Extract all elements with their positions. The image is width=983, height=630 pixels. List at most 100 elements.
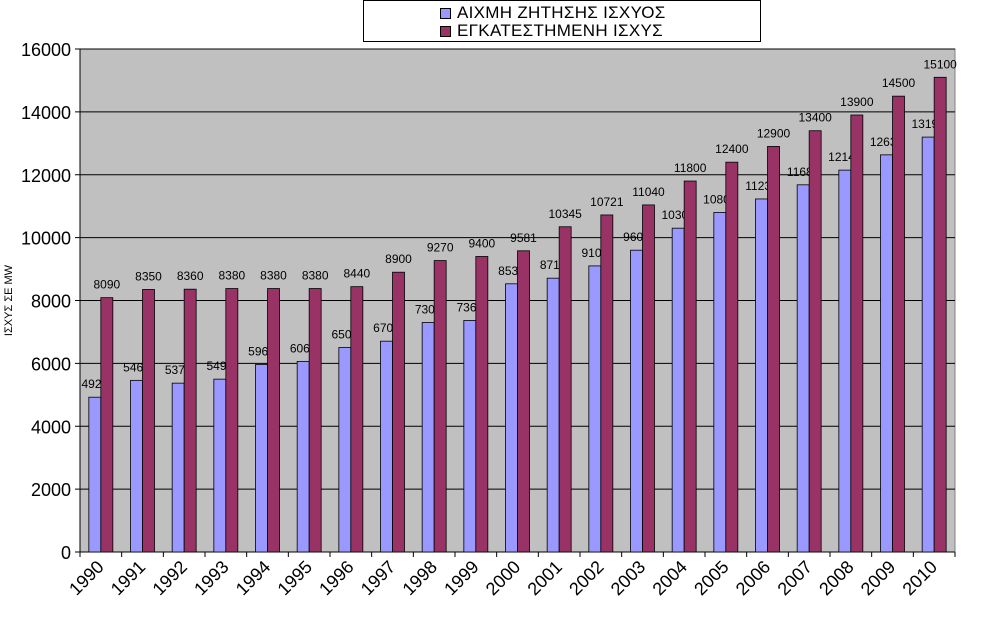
data-label-installed-capacity: 8900: [385, 252, 412, 266]
data-label-installed-capacity: 13900: [840, 95, 874, 109]
y-tick-label: 8000: [31, 292, 71, 312]
data-label-installed-capacity: 8360: [177, 269, 204, 283]
bar-installed-capacity: [142, 289, 155, 553]
x-tick-label: 1992: [149, 557, 191, 599]
bar-installed-capacity: [850, 114, 864, 553]
bar-installed-capacity: [558, 226, 572, 553]
x-tick-label: 2009: [857, 557, 899, 599]
y-tick-label: 4000: [31, 417, 71, 437]
data-label-installed-capacity: 8350: [135, 269, 162, 283]
bar-installed-capacity: [683, 180, 697, 553]
bar-installed-capacity: [100, 297, 114, 553]
bar-peak-demand: [296, 360, 310, 553]
bar-peak-demand: [463, 320, 477, 553]
bar-installed-capacity: [600, 214, 614, 553]
data-label-installed-capacity: 14500: [882, 76, 916, 90]
bar-installed-capacity: [433, 260, 447, 553]
bar-peak-demand: [380, 340, 393, 553]
bar-installed-capacity: [350, 286, 364, 553]
x-tick-label: 1994: [232, 557, 274, 599]
bar-peak-demand: [588, 265, 602, 553]
y-tick-label: 0: [61, 543, 71, 563]
bar-peak-demand: [421, 322, 435, 553]
data-label-installed-capacity: 10345: [548, 207, 582, 221]
legend-item-installed-capacity: ΕΓΚΑΤΕΣΤΗΜΕΝΗ ΙΣΧΥΣ: [440, 21, 663, 40]
bar-installed-capacity: [642, 204, 655, 553]
x-tick-label: 1998: [399, 557, 441, 599]
x-tick-label: 1997: [357, 557, 399, 599]
legend-swatch-installed-capacity: [440, 25, 451, 37]
data-label-installed-capacity: 10721: [590, 195, 624, 209]
legend-item-peak-demand: ΑΙΧΜΗ ΖΗΤΗΣΗΣ ΙΣΧΥΟΣ: [440, 3, 666, 22]
y-tick-label: 14000: [21, 103, 71, 123]
x-tick-label: 1995: [274, 557, 316, 599]
x-tick-label: 2006: [732, 557, 774, 599]
bar-installed-capacity: [267, 288, 280, 553]
legend-swatch-peak-demand: [440, 7, 451, 19]
data-label-installed-capacity: 12400: [715, 142, 749, 156]
bar-peak-demand: [880, 154, 893, 553]
legend-label-peak-demand: ΑΙΧΜΗ ΖΗΤΗΣΗΣ ΙΣΧΥΟΣ: [457, 3, 666, 22]
data-label-installed-capacity: 8090: [93, 278, 120, 292]
bar-peak-demand: [838, 169, 852, 553]
data-label-installed-capacity: 8380: [302, 269, 329, 283]
x-tick-label: 2002: [565, 557, 607, 599]
bar-peak-demand: [713, 212, 727, 553]
bar-installed-capacity: [392, 271, 405, 553]
bar-peak-demand: [255, 364, 268, 553]
x-tick-label: 2008: [815, 557, 857, 599]
bar-installed-capacity: [517, 250, 530, 553]
x-tick-label: 1996: [315, 557, 357, 599]
bar-peak-demand: [88, 396, 102, 553]
x-tick-label: 2003: [607, 557, 649, 599]
y-tick-label: 10000: [21, 229, 71, 249]
x-tick-label: 2005: [690, 557, 732, 599]
x-tick-label: 1990: [65, 557, 107, 599]
y-tick-label: 2000: [31, 480, 71, 500]
data-label-installed-capacity: 11800: [674, 161, 707, 175]
bar-peak-demand: [338, 347, 352, 553]
bar-installed-capacity: [725, 161, 739, 553]
bar-installed-capacity: [475, 256, 489, 553]
data-label-installed-capacity: 9400: [468, 236, 495, 250]
bar-installed-capacity: [767, 146, 780, 553]
y-tick-label: 12000: [21, 166, 71, 186]
data-label-installed-capacity: 9270: [427, 241, 454, 255]
x-tick-label: 1999: [440, 557, 482, 599]
x-tick-label: 2010: [899, 557, 941, 599]
bar-peak-demand: [796, 184, 810, 553]
data-label-installed-capacity: 9581: [510, 231, 537, 245]
x-tick-label: 2007: [774, 557, 816, 599]
data-label-installed-capacity: 8380: [218, 269, 245, 283]
bar-peak-demand: [505, 283, 518, 553]
x-tick-label: 1993: [190, 557, 232, 599]
x-tick-label: 2001: [524, 557, 566, 599]
y-tick-label: 6000: [31, 354, 71, 374]
y-tick-label: 16000: [21, 40, 71, 60]
bar-installed-capacity: [225, 288, 239, 553]
bar-installed-capacity: [808, 130, 822, 553]
x-tick-label: 1991: [107, 557, 149, 599]
bar-installed-capacity: [933, 76, 947, 553]
legend-label-installed-capacity: ΕΓΚΑΤΕΣΤΗΜΕΝΗ ΙΣΧΥΣ: [457, 21, 663, 40]
data-label-installed-capacity: 8440: [343, 267, 370, 281]
bar-peak-demand: [171, 382, 185, 553]
y-axis-title: ΙΣΧΥΣ ΣΕ MW: [3, 264, 15, 336]
bar-installed-capacity: [892, 95, 905, 553]
bar-peak-demand: [671, 227, 685, 553]
bar-installed-capacity: [183, 288, 197, 553]
data-label-installed-capacity: 15100: [923, 57, 957, 71]
data-label-installed-capacity: 11040: [632, 185, 665, 199]
bar-peak-demand: [130, 379, 143, 553]
bar-peak-demand: [213, 378, 227, 553]
data-label-installed-capacity: 8380: [260, 269, 287, 283]
legend: ΑΙΧΜΗ ΖΗΤΗΣΗΣ ΙΣΧΥΟΣ ΕΓΚΑΤΕΣΤΗΜΕΝΗ ΙΣΧΥΣ: [363, 0, 761, 42]
bar-peak-demand: [546, 277, 560, 553]
data-label-installed-capacity: 13400: [798, 111, 832, 125]
bar-peak-demand: [921, 136, 935, 553]
x-tick-label: 2000: [482, 557, 524, 599]
data-label-installed-capacity: 12900: [757, 126, 791, 140]
bar-peak-demand: [630, 249, 643, 553]
